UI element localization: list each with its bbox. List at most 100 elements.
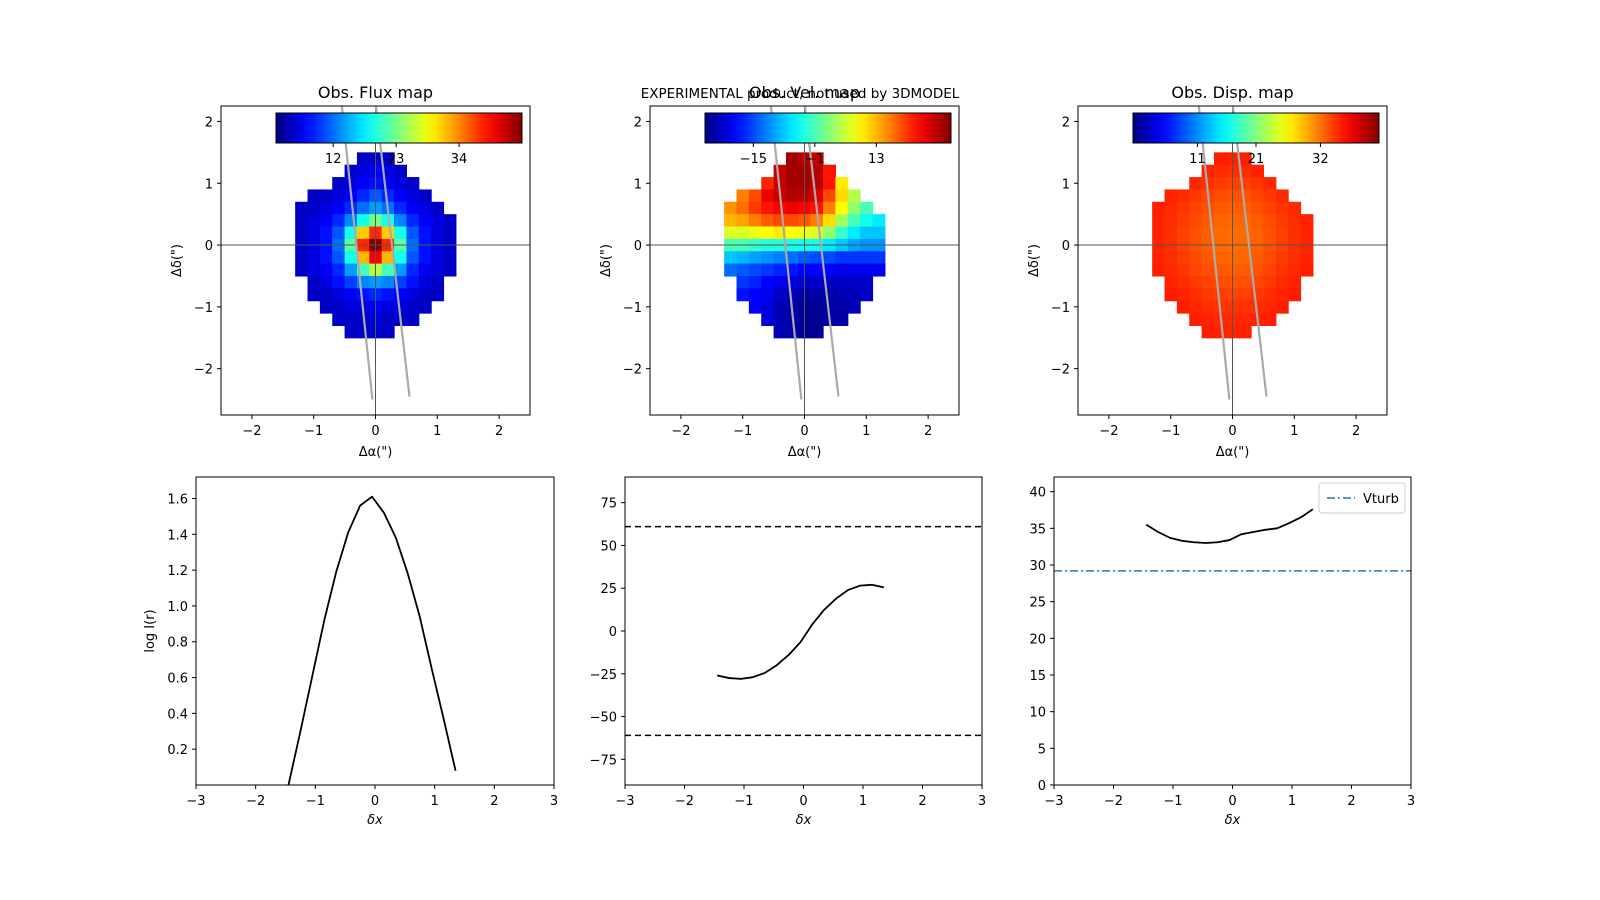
map-pixel [295,201,309,215]
map-pixel [307,251,321,265]
map-pixel [1176,201,1190,215]
colorbar-tick-label: 21 [1248,152,1265,167]
map-pixel [835,300,849,314]
map-pixel [1263,263,1277,277]
map-pixel [810,263,824,277]
map-pixel [344,201,358,215]
x-tick-label: −1 [304,424,323,439]
map-pixel [319,251,333,265]
map-pixel [761,300,775,314]
y-tick-label: 0 [205,239,213,254]
y-axis-label: Δδ(") [1027,244,1042,277]
x-tick-label: 2 [495,424,503,439]
x-tick-label: 2 [490,794,498,809]
map-pixel [748,251,762,265]
map-pixel [344,214,358,228]
x-tick-label: 0 [1228,424,1236,439]
map-pixel [394,189,407,203]
map-pixel [1189,300,1203,314]
y-tick-label: 10 [1029,706,1046,721]
y-axis-label: log I(r) [143,609,158,652]
y-tick-label: −50 [590,711,617,726]
map-pixel [356,164,370,178]
map-pixel [356,177,370,191]
plot-area [1054,508,1411,572]
map-pixel [1189,189,1203,203]
map-pixel [344,263,358,277]
map-pixel [406,177,420,191]
map-pixel [724,263,738,277]
map-pixel [761,226,775,240]
map-pixel [431,263,445,277]
slit-line [1231,106,1268,397]
map-pixel [872,214,886,228]
map-pixel [307,275,321,289]
x-tick-label: 2 [1347,794,1355,809]
colorbar-gradient [1132,112,1380,144]
x-tick-label: 1 [862,424,870,439]
map-pixel [1201,275,1215,289]
map-pixel [1201,313,1215,326]
y-tick-label: 0.8 [167,636,188,651]
map-pixel [1176,251,1190,265]
map-pixel [724,214,738,228]
map-pixel [431,288,445,302]
map-pixel [773,300,787,314]
x-tick-label: −2 [1099,424,1118,439]
map-pixel [406,251,420,265]
map-pixel [773,313,787,326]
y-tick-label: −2 [1051,363,1070,378]
x-tick-label: 0 [799,794,807,809]
map-pixel [1263,226,1277,240]
x-axis-label: δx [367,813,383,828]
map-pixel [748,263,762,277]
map-pixel [847,263,861,277]
map-pixel [319,263,333,277]
map-pixel [295,226,309,240]
series-line [1145,508,1314,544]
map-pixel [823,300,836,314]
colorbar-tick-label: −15 [740,152,767,167]
x-tick-label: −1 [1163,794,1182,809]
map-pixel [1263,275,1277,289]
map-pixel [1238,152,1252,166]
map-pixel [381,275,395,289]
map-pixel [1288,214,1302,228]
series-line [287,495,457,785]
map-pixel [381,164,395,178]
map-pixel [847,288,861,302]
x-axis-label: Δα(") [788,445,822,460]
map-pixel [1275,300,1289,314]
map-pixel [443,214,457,228]
map-pixel [785,251,799,265]
map-pixel [810,164,824,178]
map-pixel [295,263,309,277]
map-pixel [1263,313,1277,326]
map-pixel [835,226,849,240]
y-tick-label: −1 [1051,301,1070,316]
map-pixel [381,288,395,302]
panel-title: Obs. Vel. map [749,83,860,102]
map-pixel [307,201,321,215]
map-pixel [381,263,395,277]
slit-line [803,106,840,397]
map-pixel [431,201,445,215]
x-tick-label: 2 [918,794,926,809]
slit-line [340,106,374,400]
map-pixel [332,201,346,215]
map-pixel [406,226,420,240]
map-pixel [356,152,370,166]
map-pixel [773,177,787,191]
plot-area [221,106,530,415]
map-pixel [356,189,370,203]
map-pixel [319,214,333,228]
y-tick-label: 1.4 [167,528,188,543]
colorbar: −15 −1 13 [704,112,952,167]
map-pixel [823,288,836,302]
map-pixel [1201,263,1215,277]
x-axis-label: δx [796,813,812,828]
map-pixel [810,226,824,240]
map-pixel [1213,177,1227,191]
map-pixel [761,275,775,289]
